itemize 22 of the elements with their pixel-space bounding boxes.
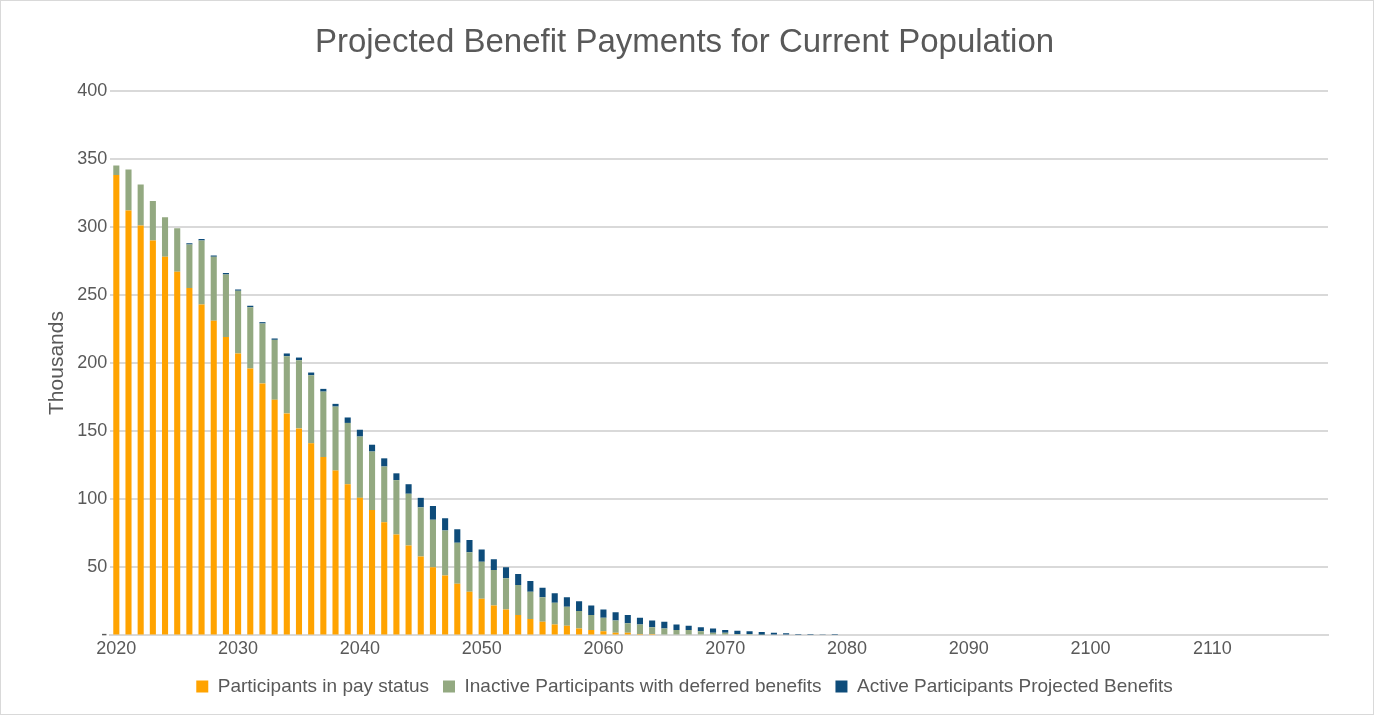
x-tick-label: 2100 <box>1070 638 1111 659</box>
y-tick-label: 400 <box>77 79 108 100</box>
x-tick-label: 2040 <box>339 638 380 659</box>
legend-label: Active Participants Projected Benefits <box>856 674 1173 696</box>
y-tick-label: 100 <box>77 488 108 509</box>
legend-label: Participants in pay status <box>217 674 429 696</box>
x-tick-label: 2090 <box>948 638 989 659</box>
y-tick-label: 300 <box>77 215 108 236</box>
x-tick-label: 2060 <box>583 638 624 659</box>
legend-label: Inactive Participants with deferred benefits <box>464 674 822 696</box>
chart-title: Projected Benefit Payments for Current Population <box>314 21 1055 59</box>
y-axis-title: Thousands <box>44 311 68 415</box>
x-tick-label: 2070 <box>705 638 746 659</box>
y-tick-label: 350 <box>77 147 108 168</box>
x-tick-label: 2050 <box>461 638 502 659</box>
y-tick-label: 150 <box>77 420 108 441</box>
y-tick-label: 200 <box>77 351 108 372</box>
y-tick-label: 50 <box>87 556 108 577</box>
x-tick-label: 2080 <box>826 638 868 659</box>
y-tick-label: 250 <box>77 283 108 304</box>
x-tick-label: 2110 <box>1192 638 1232 659</box>
x-tick-label: 2030 <box>218 638 259 659</box>
